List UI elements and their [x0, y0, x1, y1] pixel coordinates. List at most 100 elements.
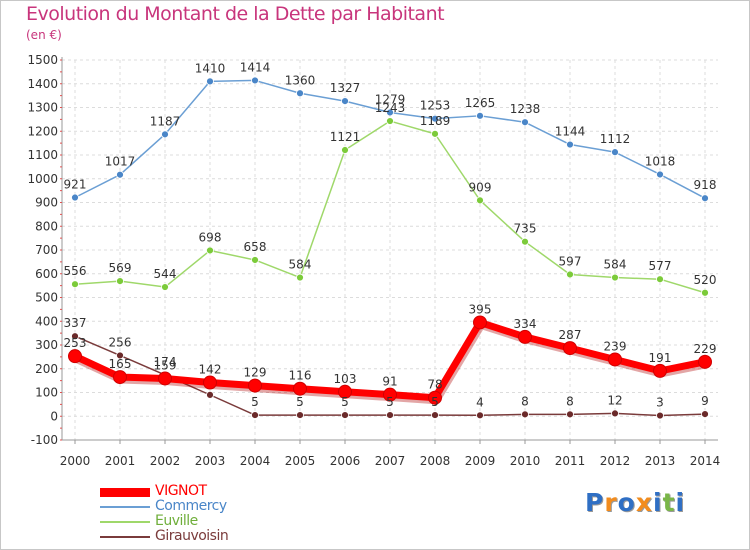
- data-label: 1018: [645, 154, 676, 168]
- data-label: 174: [154, 355, 177, 369]
- data-point: [611, 409, 619, 418]
- data-label: 1144: [555, 125, 586, 139]
- x-tick-label: 2011: [555, 454, 586, 468]
- x-tick-label: 2014: [690, 454, 721, 468]
- grid: [62, 59, 718, 441]
- data-point: [161, 130, 169, 139]
- logo-letter: r: [604, 488, 618, 517]
- data-label: 909: [469, 180, 492, 194]
- legend-swatch-vignot: [100, 488, 150, 497]
- data-point: [158, 371, 172, 386]
- data-label: 658: [244, 240, 267, 254]
- data-label: 544: [154, 267, 177, 281]
- data-point: [698, 354, 712, 369]
- proxiti-logo: Proxiti: [585, 488, 685, 517]
- data-label: 597: [559, 254, 582, 268]
- data-point: [476, 411, 484, 420]
- x-tick-label: 2006: [330, 454, 361, 468]
- data-point: [566, 410, 574, 419]
- x-tick-label: 2004: [240, 454, 271, 468]
- data-point: [521, 237, 529, 246]
- data-label: 78: [427, 378, 442, 392]
- x-tick-label: 2000: [60, 454, 91, 468]
- data-point: [431, 114, 439, 123]
- data-point: [431, 411, 439, 419]
- data-point: [248, 378, 262, 393]
- data-point: [386, 108, 394, 117]
- data-label: 556: [64, 264, 87, 278]
- data-point: [383, 387, 397, 402]
- data-point: [293, 381, 307, 396]
- data-label: 103: [334, 372, 357, 386]
- data-label: 5: [431, 395, 439, 409]
- data-point: [566, 140, 574, 149]
- data-point: [341, 411, 349, 419]
- data-label: 1410: [195, 61, 226, 75]
- data-label: 8: [566, 394, 574, 408]
- data-label: 584: [604, 258, 627, 272]
- data-label: 165: [109, 357, 132, 371]
- data-label: 3: [656, 396, 664, 410]
- data-point: [611, 148, 619, 157]
- data-point: [71, 280, 79, 289]
- data-label: 1017: [105, 155, 136, 169]
- y-tick-label: 1000: [27, 172, 58, 186]
- series-vignot: [68, 315, 712, 405]
- data-label: 334: [514, 317, 537, 331]
- data-label: 5: [341, 395, 349, 409]
- data-point: [206, 246, 214, 255]
- series-commercy: [71, 76, 709, 203]
- data-point: [68, 349, 82, 364]
- data-point: [341, 97, 349, 105]
- axes: [60, 57, 718, 444]
- data-point: [206, 390, 214, 399]
- data-label: 116: [289, 369, 312, 383]
- data-label: 1265: [465, 96, 496, 110]
- data-point: [161, 283, 169, 291]
- data-label: 8: [521, 394, 529, 408]
- x-tick-label: 2008: [420, 454, 451, 468]
- data-point: [563, 341, 577, 356]
- x-tick-label: 2010: [510, 454, 541, 468]
- data-point: [296, 273, 304, 282]
- x-tick-label: 2012: [600, 454, 631, 468]
- data-label: 129: [244, 366, 267, 380]
- data-point: [338, 384, 352, 399]
- data-point: [251, 76, 259, 85]
- logo-letter: o: [617, 488, 636, 517]
- legend-label-girauvoisin: Girauvoisin: [155, 528, 229, 544]
- data-point: [473, 315, 487, 330]
- data-label: 1189: [420, 114, 451, 128]
- data-point: [701, 194, 709, 203]
- data-label: 4: [476, 395, 484, 409]
- data-point: [701, 410, 709, 419]
- data-point: [206, 77, 214, 86]
- logo-letter: t: [662, 488, 676, 517]
- data-label: 1121: [330, 130, 361, 144]
- data-point: [476, 196, 484, 205]
- data-label: 921: [64, 178, 87, 192]
- data-label: 159: [154, 358, 177, 372]
- data-point: [116, 170, 124, 179]
- data-label: 918: [694, 178, 717, 192]
- logo-letter: i: [675, 488, 686, 517]
- data-point: [203, 375, 217, 390]
- data-label: 191: [649, 351, 672, 365]
- data-point: [386, 411, 394, 419]
- data-label: 337: [64, 316, 87, 330]
- y-tick-label: 900: [35, 196, 58, 210]
- data-label: 91: [382, 375, 397, 389]
- data-label: 1112: [600, 132, 631, 146]
- logo-letter: x: [635, 488, 653, 517]
- chart-title: Evolution du Montant de la Dette par Hab…: [26, 3, 445, 25]
- data-label: 1279: [375, 92, 406, 106]
- y-tick-label: 1100: [27, 148, 58, 162]
- series-euville: [71, 117, 709, 297]
- y-tick-label: 500: [35, 291, 58, 305]
- data-label: 1187: [150, 114, 181, 128]
- x-tick-label: 2003: [195, 454, 226, 468]
- data-point: [566, 270, 574, 279]
- data-label: 287: [559, 328, 582, 342]
